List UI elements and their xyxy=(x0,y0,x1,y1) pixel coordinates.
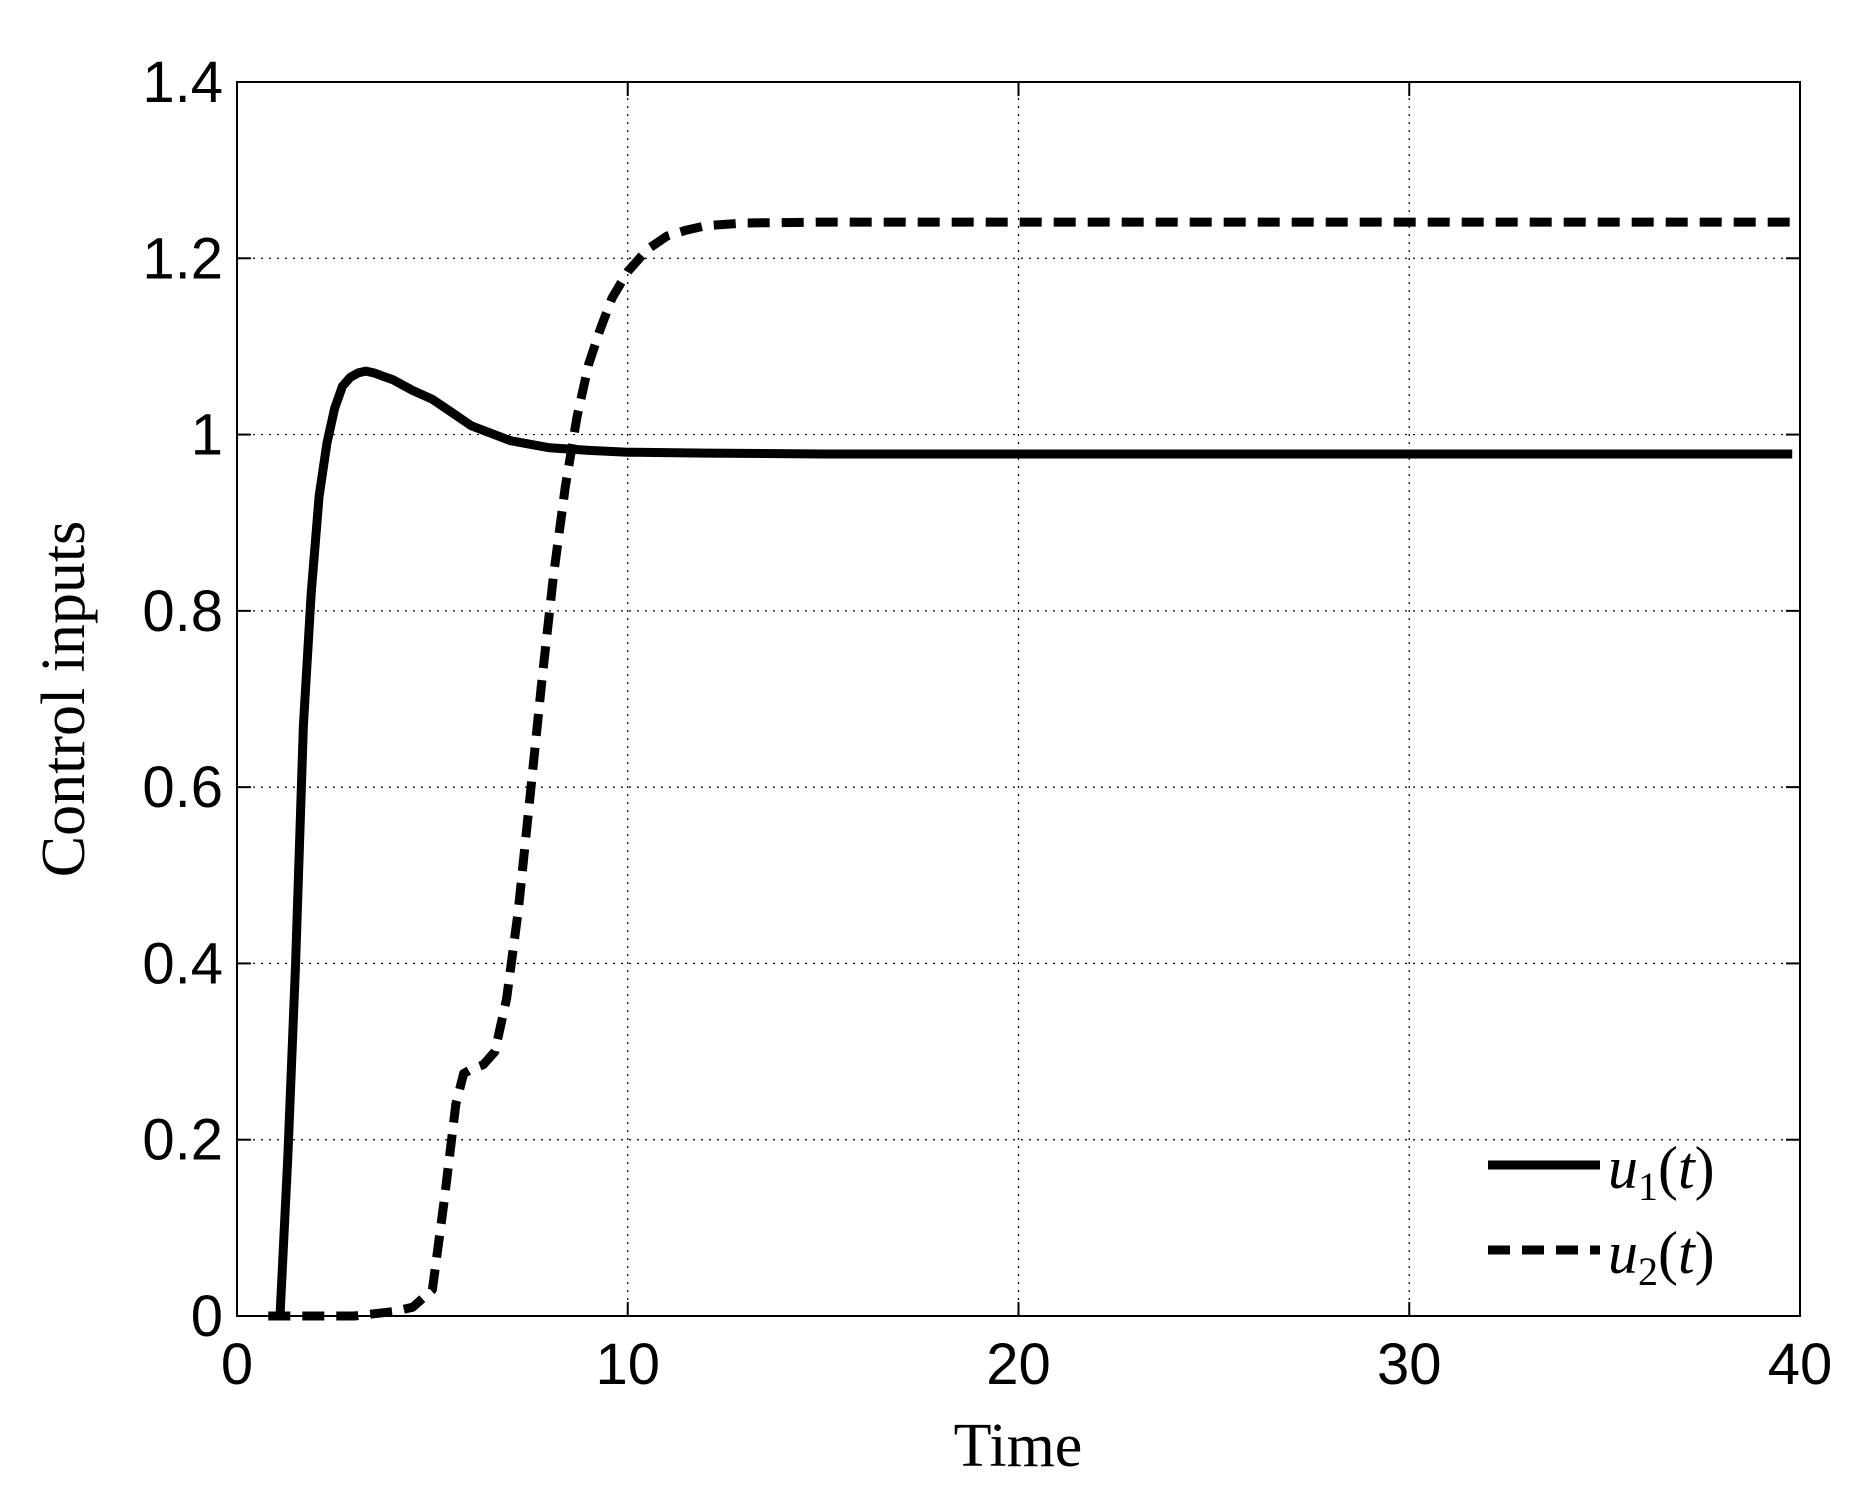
y-tick-label: 0.6 xyxy=(142,755,223,820)
axis-ticks xyxy=(236,81,1801,1317)
x-tick-label: 0 xyxy=(221,1332,253,1397)
legend-label-u2: u2(t) xyxy=(1608,1220,1715,1294)
tick-labels: 0 10 20 30 40 0 0.2 0.4 0.6 0.8 1 1.2 1.4 xyxy=(142,50,1832,1397)
y-tick-label: 1.4 xyxy=(142,50,223,115)
series-line-u1 xyxy=(275,366,1793,1317)
x-tick-label: 10 xyxy=(595,1332,660,1397)
x-tick-label: 20 xyxy=(986,1332,1051,1397)
y-tick-label: 0.8 xyxy=(142,579,223,644)
series-group xyxy=(268,217,1793,1321)
x-tick-label: 40 xyxy=(1768,1332,1833,1397)
y-tick-label: 0.4 xyxy=(142,931,223,996)
y-tick-label: 1 xyxy=(191,403,223,468)
x-axis-title: Time xyxy=(954,1412,1083,1480)
series-line-u2 xyxy=(268,217,1793,1321)
legend: u1(t) u2(t) xyxy=(1488,1135,1715,1294)
grid xyxy=(237,82,1800,1316)
x-tick-label: 30 xyxy=(1377,1332,1442,1397)
y-tick-label: 0 xyxy=(191,1284,223,1349)
y-axis-title: Control inputs xyxy=(30,521,98,878)
y-tick-label: 1.2 xyxy=(142,226,223,291)
legend-label-u1: u1(t) xyxy=(1608,1135,1715,1209)
y-tick-label: 0.2 xyxy=(142,1108,223,1173)
